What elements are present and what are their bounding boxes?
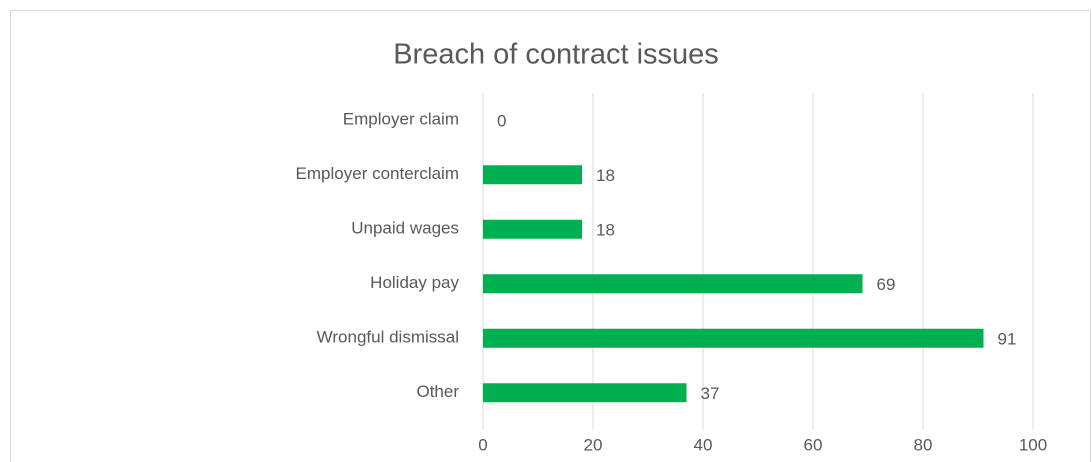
x-tick-label: 80 [914,435,933,454]
data-label: 0 [497,112,506,131]
y-tick-label: Unpaid wages [351,219,459,238]
y-tick-label: Holiday pay [370,273,459,292]
chart-title: Breach of contract issues [393,39,719,71]
x-tick-label: 60 [804,435,823,454]
bar [483,219,582,239]
y-tick-label: Other [416,382,459,401]
bar [483,274,863,294]
x-tick-label: 100 [1019,435,1047,454]
bar [483,328,984,348]
data-label: 37 [701,384,720,403]
data-label: 18 [596,221,615,240]
data-label: 91 [998,330,1017,349]
x-tick-label: 20 [584,435,603,454]
bar [483,165,582,185]
data-label: 18 [596,166,615,185]
bar [483,383,687,403]
x-tick-label: 0 [478,435,487,454]
y-tick-label: Employer conterclaim [296,164,459,183]
x-tick-label: 40 [694,435,713,454]
y-tick-label: Wrongful dismissal [317,328,459,347]
data-label: 69 [877,275,896,294]
y-tick-label: Employer claim [343,110,459,129]
